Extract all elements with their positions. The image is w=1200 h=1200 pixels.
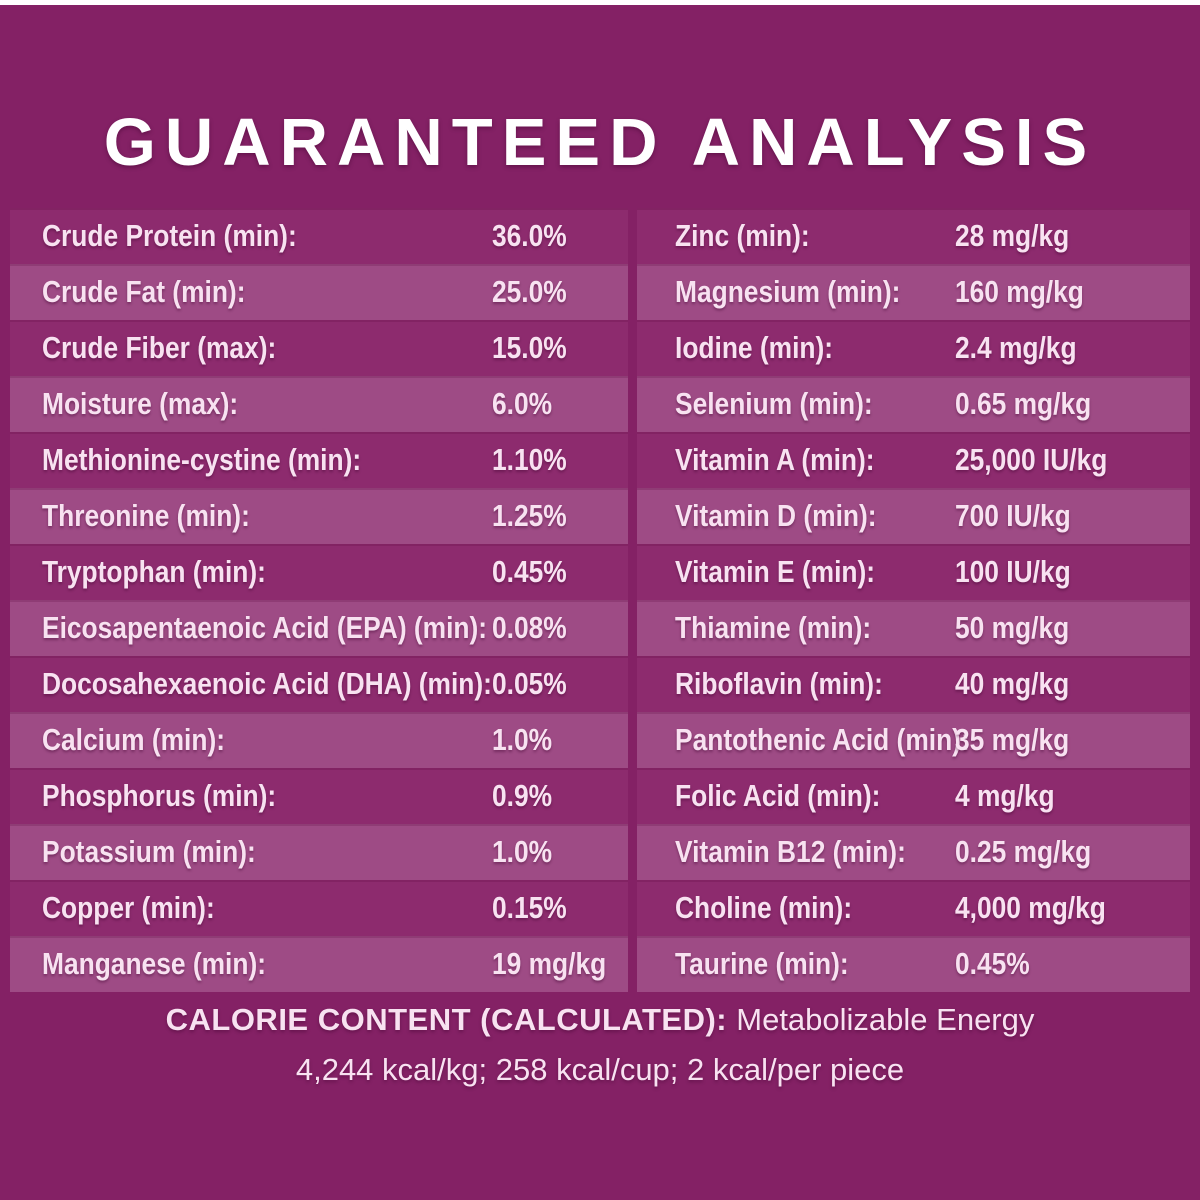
calorie-content-footer: CALORIE CONTENT (CALCULATED): Metaboliza… bbox=[0, 1002, 1200, 1088]
nutrient-label: Choline (min): bbox=[675, 890, 853, 925]
nutrient-value: 25,000 IU/kg bbox=[955, 442, 1108, 477]
table-row: Crude Protein (min): 36.0% bbox=[10, 208, 628, 264]
nutrient-label: Vitamin B12 (min): bbox=[675, 834, 906, 869]
table-row: Moisture (max): 6.0% bbox=[10, 376, 628, 432]
nutrient-value: 6.0% bbox=[492, 386, 553, 421]
nutrient-value: 0.15% bbox=[492, 890, 567, 925]
nutrient-value: 1.0% bbox=[492, 722, 553, 757]
nutrient-label: Threonine (min): bbox=[42, 498, 250, 533]
nutrient-value: 0.05% bbox=[492, 666, 567, 701]
table-row: Crude Fiber (max): 15.0% bbox=[10, 320, 628, 376]
nutrient-label: Thiamine (min): bbox=[675, 610, 872, 645]
nutrient-label: Docosahexaenoic Acid (DHA) (min): bbox=[42, 666, 492, 701]
nutrient-value: 1.10% bbox=[492, 442, 567, 477]
table-row: Iodine (min): 2.4 mg/kg bbox=[637, 320, 1190, 376]
page-title: GUARANTEED ANALYSIS bbox=[103, 105, 1097, 180]
nutrient-value: 35 mg/kg bbox=[955, 722, 1070, 757]
nutrient-label: Calcium (min): bbox=[42, 722, 226, 757]
nutrient-value: 40 mg/kg bbox=[955, 666, 1070, 701]
nutrient-value: 4 mg/kg bbox=[955, 778, 1055, 813]
nutrient-label: Crude Protein (min): bbox=[42, 218, 297, 253]
table-row: Magnesium (min): 160 mg/kg bbox=[637, 264, 1190, 320]
nutrient-label: Tryptophan (min): bbox=[42, 554, 266, 589]
nutrient-value: 36.0% bbox=[492, 218, 567, 253]
nutrient-value: 2.4 mg/kg bbox=[955, 330, 1077, 365]
nutrient-label: Crude Fat (min): bbox=[42, 274, 246, 309]
nutrient-label: Vitamin E (min): bbox=[675, 554, 876, 589]
nutrient-value: 0.9% bbox=[492, 778, 553, 813]
nutrient-value: 0.45% bbox=[492, 554, 567, 589]
nutrient-label: Copper (min): bbox=[42, 890, 215, 925]
table-row: Potassium (min): 1.0% bbox=[10, 824, 628, 880]
table-row: Docosahexaenoic Acid (DHA) (min): 0.05% bbox=[10, 656, 628, 712]
table-row: Eicosapentaenoic Acid (EPA) (min): 0.08% bbox=[10, 600, 628, 656]
nutrient-value: 0.65 mg/kg bbox=[955, 386, 1092, 421]
nutrient-value: 1.25% bbox=[492, 498, 567, 533]
analysis-table-right-column: Zinc (min): 28 mg/kg Magnesium (min): 160 m… bbox=[637, 208, 1190, 992]
table-row: Crude Fat (min): 25.0% bbox=[10, 264, 628, 320]
table-row: Folic Acid (min): 4 mg/kg bbox=[637, 768, 1190, 824]
nutrient-value: 0.25 mg/kg bbox=[955, 834, 1092, 869]
nutrient-label: Eicosapentaenoic Acid (EPA) (min): bbox=[42, 610, 488, 645]
table-row: Vitamin B12 (min): 0.25 mg/kg bbox=[637, 824, 1190, 880]
table-row: Thiamine (min): 50 mg/kg bbox=[637, 600, 1190, 656]
nutrient-value: 25.0% bbox=[492, 274, 567, 309]
table-row: Calcium (min): 1.0% bbox=[10, 712, 628, 768]
nutrient-value: 0.08% bbox=[492, 610, 567, 645]
table-row: Copper (min): 0.15% bbox=[10, 880, 628, 936]
table-row: Selenium (min): 0.65 mg/kg bbox=[637, 376, 1190, 432]
nutrient-value: 19 mg/kg bbox=[492, 946, 607, 981]
nutrient-value: 0.45% bbox=[955, 946, 1030, 981]
table-row: Zinc (min): 28 mg/kg bbox=[637, 208, 1190, 264]
table-row: Vitamin D (min): 700 IU/kg bbox=[637, 488, 1190, 544]
nutrient-label: Selenium (min): bbox=[675, 386, 873, 421]
nutrient-label: Magnesium (min): bbox=[675, 274, 901, 309]
nutrient-value: 700 IU/kg bbox=[955, 498, 1071, 533]
table-row: Methionine-cystine (min): 1.10% bbox=[10, 432, 628, 488]
table-row: Choline (min): 4,000 mg/kg bbox=[637, 880, 1190, 936]
nutrient-value: 4,000 mg/kg bbox=[955, 890, 1106, 925]
nutrient-value: 50 mg/kg bbox=[955, 610, 1070, 645]
table-row: Vitamin A (min): 25,000 IU/kg bbox=[637, 432, 1190, 488]
table-row: Vitamin E (min): 100 IU/kg bbox=[637, 544, 1190, 600]
nutrient-label: Vitamin D (min): bbox=[675, 498, 877, 533]
table-row: Riboflavin (min): 40 mg/kg bbox=[637, 656, 1190, 712]
nutrient-label: Potassium (min): bbox=[42, 834, 256, 869]
table-row: Phosphorus (min): 0.9% bbox=[10, 768, 628, 824]
nutrient-value: 28 mg/kg bbox=[955, 218, 1070, 253]
table-row: Taurine (min): 0.45% bbox=[637, 936, 1190, 992]
calorie-content-heading: CALORIE CONTENT (CALCULATED): bbox=[165, 1002, 737, 1037]
nutrient-label: Moisture (max): bbox=[42, 386, 239, 421]
nutrient-label: Taurine (min): bbox=[675, 946, 849, 981]
nutrient-value: 100 IU/kg bbox=[955, 554, 1071, 589]
nutrient-label: Crude Fiber (max): bbox=[42, 330, 277, 365]
table-row: Pantothenic Acid (min): 35 mg/kg bbox=[637, 712, 1190, 768]
nutrient-label: Zinc (min): bbox=[675, 218, 810, 253]
nutrient-label: Methionine-cystine (min): bbox=[42, 442, 362, 477]
nutrient-value: 15.0% bbox=[492, 330, 567, 365]
analysis-table-left-column: Crude Protein (min): 36.0% Crude Fat (min)… bbox=[10, 208, 628, 992]
calorie-content-values: 4,244 kcal/kg; 258 kcal/cup; 2 kcal/per … bbox=[295, 1052, 905, 1087]
calorie-content-subheading: Metabolizable Energy bbox=[736, 1002, 1035, 1037]
calorie-content-line1: CALORIE CONTENT (CALCULATED): Metaboliza… bbox=[0, 1002, 1200, 1038]
nutrient-label: Riboflavin (min): bbox=[675, 666, 883, 701]
nutrient-value: 160 mg/kg bbox=[955, 274, 1084, 309]
nutrient-label: Iodine (min): bbox=[675, 330, 834, 365]
nutrient-label: Folic Acid (min): bbox=[675, 778, 881, 813]
table-row: Manganese (min): 19 mg/kg bbox=[10, 936, 628, 992]
nutrient-label: Manganese (min): bbox=[42, 946, 267, 981]
nutrient-value: 1.0% bbox=[492, 834, 553, 869]
table-row: Threonine (min): 1.25% bbox=[10, 488, 628, 544]
nutrient-label: Pantothenic Acid (min): bbox=[675, 722, 970, 757]
table-row: Tryptophan (min): 0.45% bbox=[10, 544, 628, 600]
nutrient-label: Phosphorus (min): bbox=[42, 778, 277, 813]
scan-edge-highlight bbox=[0, 0, 1200, 5]
nutrient-label: Vitamin A (min): bbox=[675, 442, 875, 477]
